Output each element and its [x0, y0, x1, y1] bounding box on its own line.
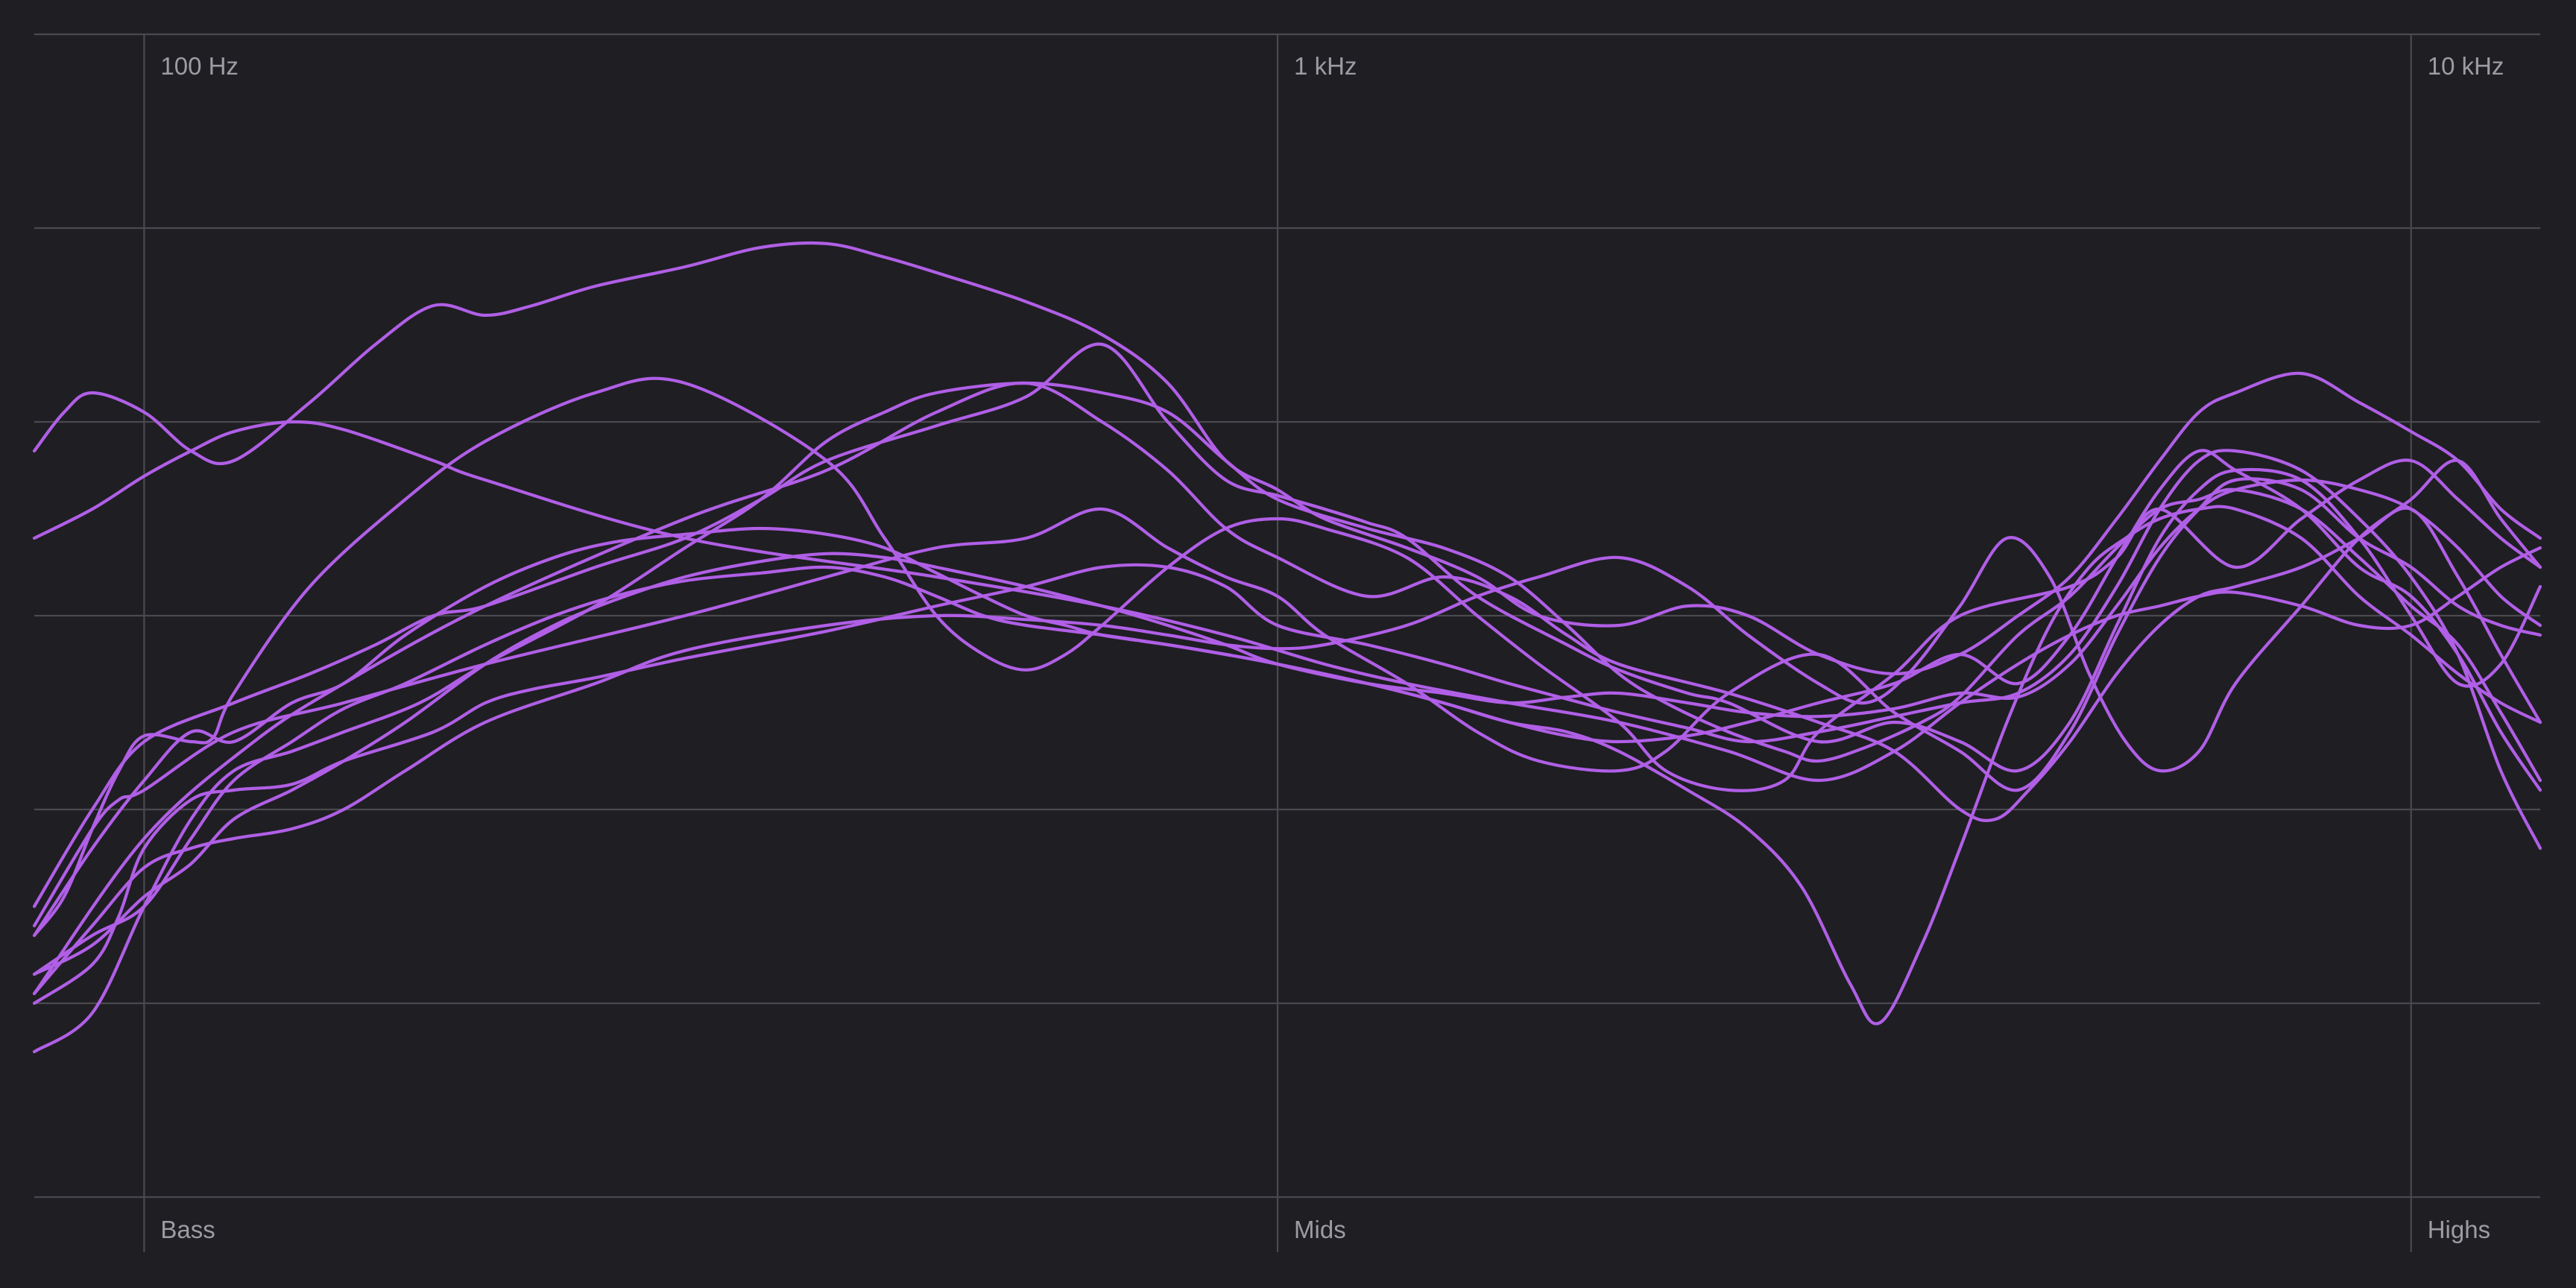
- frequency-tick-label: 100 Hz: [160, 52, 239, 80]
- response-curve-11: [32, 458, 2542, 996]
- response-curves: [32, 241, 2542, 1054]
- response-curve-7: [32, 381, 2542, 1054]
- band-label: Bass: [160, 1216, 215, 1243]
- vertical-gridlines: [143, 34, 2412, 1252]
- frequency-tick-label: 10 kHz: [2428, 52, 2504, 80]
- response-curve-1: [32, 420, 2542, 783]
- response-curve-4: [32, 449, 2542, 1006]
- response-curve-2: [32, 376, 2542, 938]
- response-curve-8: [32, 241, 2542, 676]
- band-label: Highs: [2428, 1216, 2490, 1243]
- response-curve-12: [32, 478, 2542, 976]
- response-curve-5: [32, 342, 2542, 909]
- band-label: Mids: [1294, 1216, 1346, 1243]
- frequency-tick-labels: 100 Hz 1 kHz 10 kHz: [160, 52, 2504, 80]
- horizontal-gridlines: [34, 33, 2540, 1199]
- frequency-tick-label: 1 kHz: [1294, 52, 1357, 80]
- band-labels: Bass Mids Highs: [160, 1216, 2490, 1243]
